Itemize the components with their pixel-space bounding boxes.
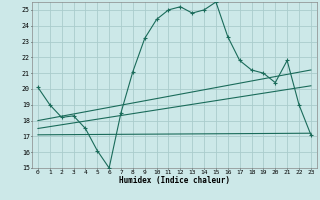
X-axis label: Humidex (Indice chaleur): Humidex (Indice chaleur) [119, 176, 230, 185]
